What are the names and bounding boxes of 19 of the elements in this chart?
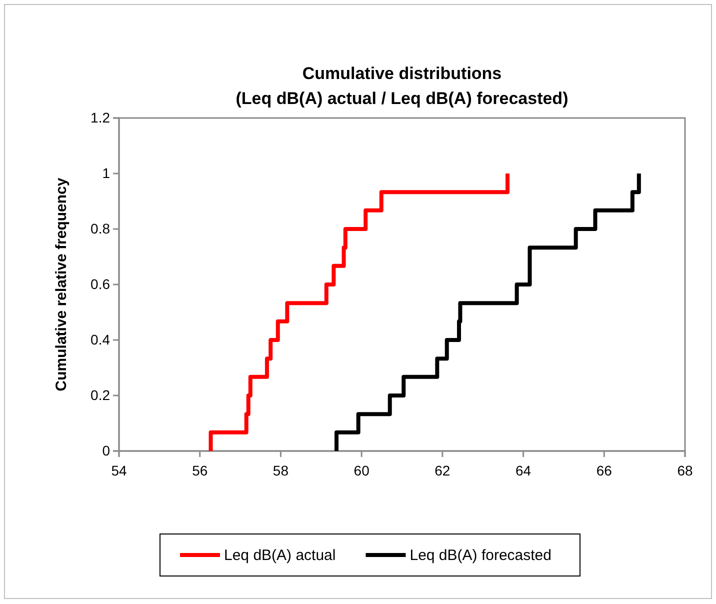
x-tick-label: 66 (596, 462, 612, 478)
x-tick-label: 56 (192, 462, 208, 478)
x-tick-label: 62 (434, 462, 450, 478)
x-tick-label: 68 (677, 462, 693, 478)
y-tick-label: 1.2 (90, 109, 110, 126)
y-tick-label: 1 (102, 164, 110, 181)
x-tick-label: 64 (515, 462, 532, 478)
chart-title: Cumulative distributions (Leq dB(A) actual / Leq dB(A) forecasted) (236, 64, 568, 108)
x-tick-label: 60 (354, 462, 370, 478)
y-tick-label: 0.2 (90, 386, 110, 403)
y-axis-title: Cumulative relative frequency (53, 177, 70, 392)
x-tick-label: 54 (111, 462, 127, 478)
y-tick-label: 0.8 (90, 220, 110, 236)
y-tick-label: 0.6 (90, 276, 110, 292)
legend-label: Leq dB(A) forecasted (410, 547, 552, 564)
legend-label: Leq dB(A) actual (224, 547, 336, 564)
y-tick-label: 0 (102, 442, 110, 458)
y-tick-label: 0.4 (90, 331, 110, 348)
x-tick-label: 58 (272, 462, 289, 478)
